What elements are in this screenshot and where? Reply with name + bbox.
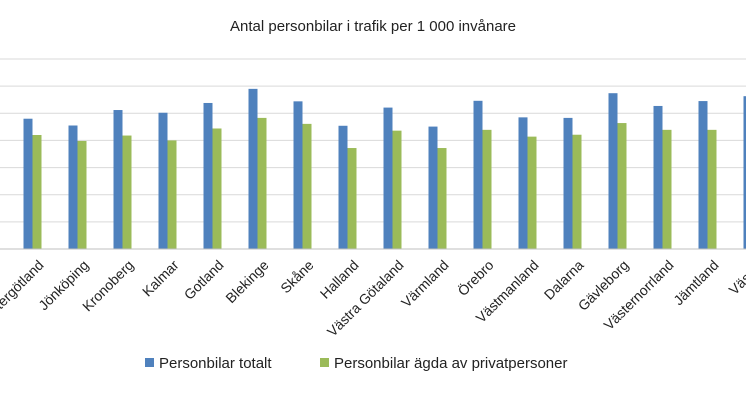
bar-private: [122, 135, 132, 249]
legend-label: Personbilar ägda av privatpersoner: [334, 355, 567, 372]
bar-total: [293, 101, 303, 249]
bar-total: [428, 126, 438, 249]
gridlines: [0, 58, 746, 250]
bar-private: [527, 136, 537, 249]
x-tick-label: Gotland: [181, 257, 227, 303]
bar-private: [437, 148, 447, 249]
bar-private: [482, 129, 492, 249]
bar-private: [212, 128, 222, 249]
bar-private: [167, 140, 177, 249]
bar-private: [392, 130, 402, 249]
bar-private: [257, 117, 267, 250]
bar-total: [518, 117, 528, 249]
x-tick-label: Västra Götaland: [324, 257, 407, 340]
legend-label: Personbilar totalt: [159, 355, 272, 372]
x-tick-label: Skåne: [277, 257, 317, 297]
bar-total: [23, 118, 33, 249]
bar-private: [617, 123, 627, 249]
bar-total: [698, 101, 708, 249]
bar-total: [608, 93, 618, 249]
x-tick-label: Jämtland: [670, 257, 721, 308]
bar-total: [383, 107, 393, 249]
x-tick-label: Östergötland: [0, 256, 47, 325]
bar-private: [77, 140, 87, 249]
bar-total: [158, 112, 168, 249]
x-tick-label: Kalmar: [139, 257, 182, 300]
bar-total: [338, 125, 348, 249]
legend-swatch: [320, 358, 329, 367]
legend-swatch: [145, 358, 154, 367]
x-tick-label: Värmland: [398, 257, 452, 311]
x-tick-label: Blekinge: [222, 257, 271, 306]
bar-total: [248, 88, 258, 249]
bar-private: [572, 134, 582, 249]
bar-private: [32, 135, 42, 249]
legend: Personbilar totalt Personbilar ägda av pr…: [145, 355, 567, 372]
bar-private: [302, 123, 312, 249]
bar-total: [473, 100, 483, 249]
x-axis-tick-labels: …manlandÖstergötlandJönköpingKronobergKa…: [0, 256, 746, 340]
x-tick-label: Örebro: [454, 256, 497, 299]
bar-private: [347, 148, 357, 249]
x-tick-label: Dalarna: [541, 257, 587, 303]
bars: [0, 88, 746, 250]
bar-total: [743, 96, 746, 249]
x-tick-label: Väst…: [726, 257, 746, 298]
bar-private: [662, 129, 672, 249]
bar-total: [653, 105, 663, 249]
bar-total: [68, 125, 78, 249]
bar-private: [707, 129, 717, 249]
chart-title: Antal personbilar i trafik per 1 000 inv…: [230, 18, 516, 35]
bar-total: [203, 102, 213, 249]
bar-total: [113, 110, 123, 250]
bar-total: [563, 117, 573, 250]
x-tick-label: Halland: [317, 257, 362, 302]
